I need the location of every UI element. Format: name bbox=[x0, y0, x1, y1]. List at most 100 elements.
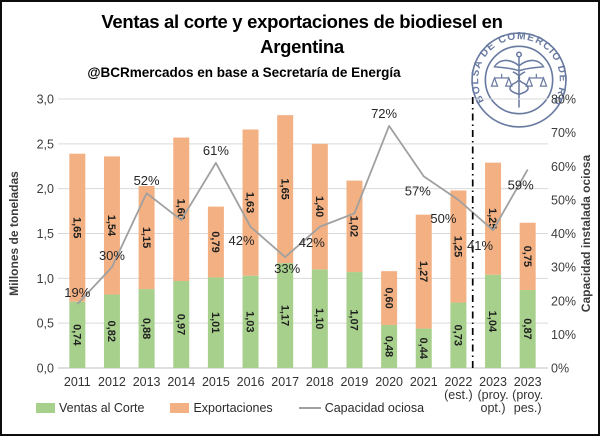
x-axis-label: 2019 bbox=[341, 375, 369, 389]
x-axis-label: 2011 bbox=[64, 375, 91, 389]
x-axis-label: 2023 (proy. opt.) bbox=[478, 375, 509, 415]
bar-value-label: 1,17 bbox=[278, 305, 290, 326]
right-axis-tick: 80% bbox=[551, 93, 576, 107]
bar-segment-ventas bbox=[311, 269, 328, 368]
bar-value-label: 1,60 bbox=[174, 199, 186, 220]
capacity-point-label: 57% bbox=[405, 183, 431, 198]
bar-segment-exportaciones bbox=[69, 153, 86, 302]
bar-value-label: 0,82 bbox=[105, 321, 117, 342]
x-axis-label: 2015 bbox=[202, 375, 230, 389]
ventas-swatch-icon bbox=[36, 403, 55, 413]
chart-legend: Ventas al Corte Exportaciones Capacidad … bbox=[36, 401, 424, 415]
bar-segment-exportaciones bbox=[138, 185, 155, 290]
bar-value-label: 0,97 bbox=[174, 314, 186, 335]
capacidad-line-swatch-icon bbox=[298, 407, 321, 409]
bar-value-label: 0,44 bbox=[417, 338, 429, 360]
bar-value-label: 0,48 bbox=[382, 336, 394, 357]
x-axis-label: 2014 bbox=[167, 375, 195, 389]
bar-value-label: 1,27 bbox=[417, 261, 429, 282]
legend-item-exportaciones: Exportaciones bbox=[170, 401, 273, 415]
bar-segment-exportaciones bbox=[381, 271, 398, 325]
left-axis-tick: 2,0 bbox=[37, 182, 54, 196]
bar-segment-ventas bbox=[242, 275, 259, 368]
title-line1: Ventas al corte y exportaciones de biodi… bbox=[101, 11, 503, 32]
seal-inner-ring bbox=[484, 45, 554, 115]
right-axis-tick: 70% bbox=[551, 126, 576, 140]
bar-value-label: 1,15 bbox=[140, 227, 152, 248]
bar-value-label: 0,79 bbox=[209, 231, 221, 252]
left-axis-title: Millones de toneladas bbox=[7, 171, 21, 296]
x-axis-label: 2018 bbox=[306, 375, 334, 389]
scales-icon bbox=[490, 73, 548, 87]
bar-value-label: 1,63 bbox=[244, 192, 256, 213]
x-axis-label: 2020 bbox=[375, 375, 403, 389]
x-axis-label: 2022 (est.) bbox=[444, 375, 472, 402]
bar-value-label: 1,01 bbox=[209, 312, 221, 333]
capacity-point-label: 59% bbox=[508, 178, 534, 193]
right-axis-tick: 50% bbox=[551, 193, 576, 207]
bar-value-label: 1,10 bbox=[313, 308, 325, 329]
bar-segment-exportaciones bbox=[519, 222, 536, 290]
left-axis-tick: 0,0 bbox=[37, 362, 54, 376]
x-axis-label: 2023 (proy. pes.) bbox=[512, 375, 543, 415]
bar-segment-exportaciones bbox=[277, 115, 294, 264]
bar-segment-exportaciones bbox=[173, 137, 190, 282]
bar-value-label: 1,65 bbox=[278, 178, 290, 199]
bar-segment-ventas bbox=[381, 324, 398, 368]
bar-value-label: 1,40 bbox=[313, 196, 325, 217]
bar-segment-ventas bbox=[103, 294, 120, 368]
bar-segment-ventas bbox=[485, 274, 502, 368]
caduceus-icon bbox=[493, 51, 545, 108]
capacity-point-label: 19% bbox=[64, 285, 90, 300]
right-axis-title: Capacidad instalada ociosa bbox=[579, 154, 593, 312]
bar-segment-ventas bbox=[207, 277, 224, 368]
exportaciones-swatch-icon bbox=[170, 403, 190, 413]
bar-segment-exportaciones bbox=[311, 143, 328, 270]
bar-value-label: 0,60 bbox=[382, 287, 394, 308]
legend-label-capacidad: Capacidad ociosa bbox=[324, 401, 425, 415]
bar-segment-exportaciones bbox=[207, 206, 224, 278]
bar-segment-exportaciones bbox=[450, 190, 467, 303]
bar-segment-exportaciones bbox=[415, 214, 432, 329]
right-axis-tick: 10% bbox=[551, 328, 576, 342]
bar-value-label: 1,04 bbox=[486, 311, 498, 333]
bar-segment-exportaciones bbox=[242, 129, 259, 276]
right-axis-tick: 30% bbox=[551, 261, 576, 275]
bar-value-label: 0,75 bbox=[521, 246, 533, 267]
bar-value-label: 1,25 bbox=[486, 208, 498, 229]
capacity-point-label: 33% bbox=[274, 261, 300, 276]
bar-segment-ventas bbox=[173, 281, 190, 368]
bar-segment-ventas bbox=[450, 302, 467, 368]
bar-value-label: 1,25 bbox=[452, 236, 464, 257]
bar-segment-ventas bbox=[519, 289, 536, 368]
page-title: Ventas al corte y exportaciones de biodi… bbox=[2, 9, 598, 59]
right-axis-tick: 0% bbox=[551, 362, 569, 376]
x-axis-label: 2013 bbox=[133, 375, 161, 389]
x-axis-label: 2016 bbox=[237, 375, 265, 389]
capacity-point-label: 30% bbox=[99, 248, 125, 263]
bar-segment-exportaciones bbox=[485, 162, 502, 275]
left-axis-tick: 0,5 bbox=[37, 317, 54, 331]
bar-value-label: 0,88 bbox=[140, 318, 152, 339]
bar-value-label: 1,54 bbox=[105, 215, 117, 237]
x-axis-label: 2017 bbox=[271, 375, 299, 389]
capacity-point-label: 72% bbox=[371, 106, 397, 121]
legend-label-exportaciones: Exportaciones bbox=[193, 401, 273, 415]
capacity-point-label: 61% bbox=[203, 143, 229, 158]
title-line2: Argentina bbox=[260, 36, 344, 57]
bar-value-label: 1,65 bbox=[70, 217, 82, 238]
bar-segment-ventas bbox=[69, 301, 86, 368]
seal-outer-ring bbox=[471, 32, 567, 128]
bcr-seal-logo: BOLSA DE COMERCIO DE ROSARIO bbox=[468, 29, 567, 128]
capacity-point-label: 50% bbox=[430, 211, 456, 226]
right-axis-tick: 60% bbox=[551, 160, 576, 174]
right-axis-tick: 20% bbox=[551, 294, 576, 308]
bar-value-label: 0,74 bbox=[70, 324, 82, 346]
bar-value-label: 1,07 bbox=[348, 309, 360, 330]
legend-item-ventas: Ventas al Corte bbox=[36, 401, 144, 415]
bar-value-label: 0,73 bbox=[452, 325, 464, 346]
chart-subtitle: @BCRmercados en base a Secretaría de Ene… bbox=[87, 65, 401, 80]
capacity-point-label: 41% bbox=[467, 238, 493, 253]
left-axis-tick: 2,5 bbox=[37, 137, 54, 151]
